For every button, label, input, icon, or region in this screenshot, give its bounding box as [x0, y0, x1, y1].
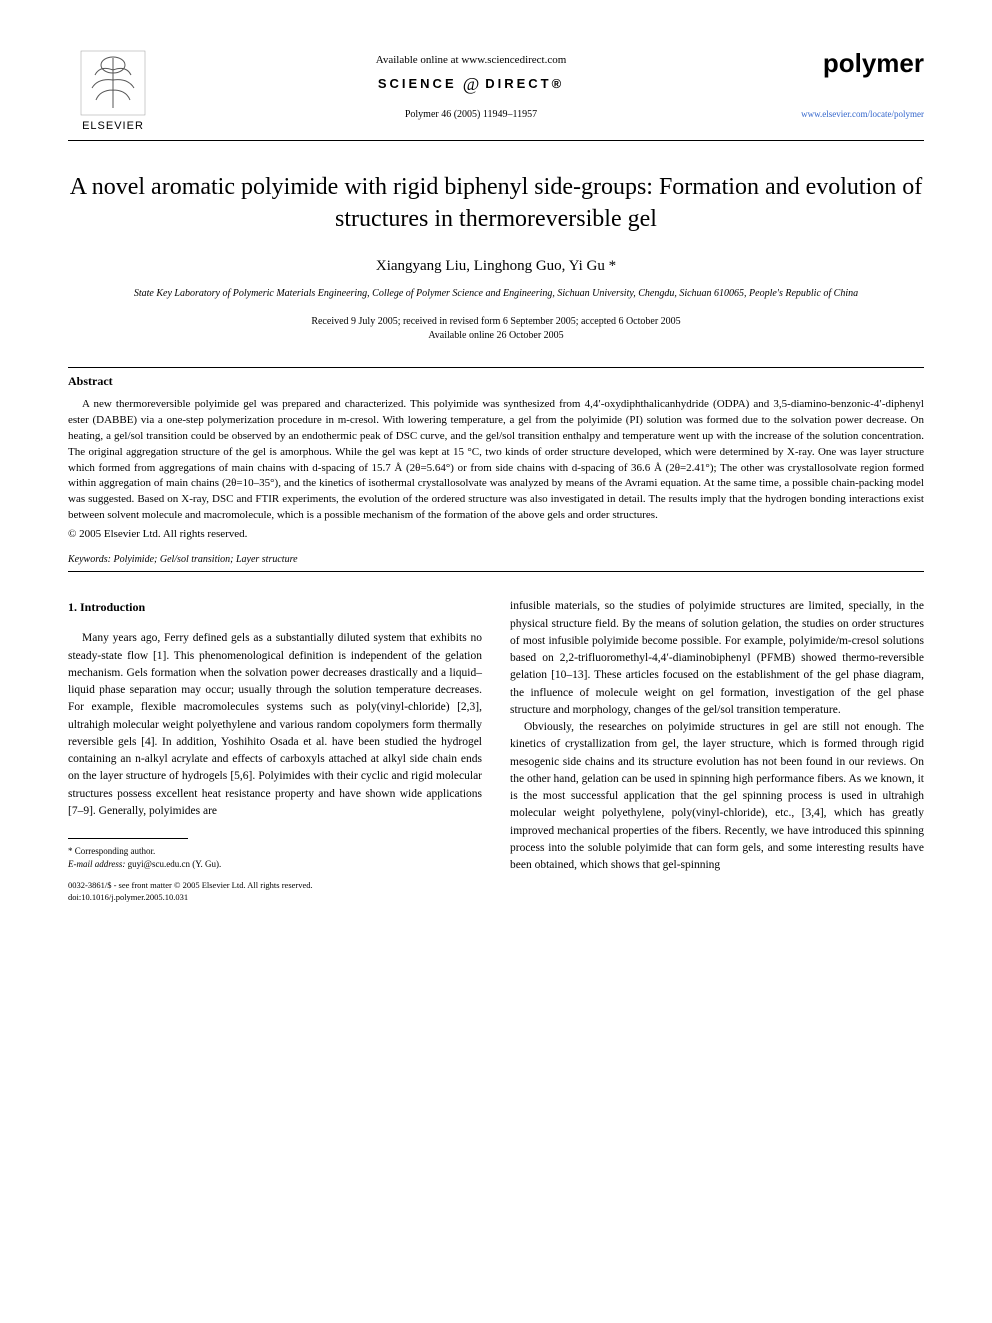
abstract-body: A new thermoreversible polyimide gel was…: [68, 397, 924, 525]
body-columns: 1. Introduction Many years ago, Ferry de…: [68, 598, 924, 904]
doi-block: 0032-3861/$ - see front matter © 2005 El…: [68, 880, 482, 904]
copyright-line: © 2005 Elsevier Ltd. All rights reserved…: [68, 528, 924, 540]
header-rule: [68, 140, 924, 141]
intro-paragraph-1: Many years ago, Ferry defined gels as a …: [68, 630, 482, 820]
keywords-label: Keywords:: [68, 554, 111, 565]
citation-line: Polymer 46 (2005) 11949–11957: [158, 109, 784, 120]
article-title: A novel aromatic polyimide with rigid bi…: [68, 171, 924, 236]
abstract-top-rule: [68, 367, 924, 368]
doi-line: doi:10.1016/j.polymer.2005.10.031: [68, 892, 482, 904]
sd-right: DIRECT®: [485, 76, 564, 91]
keywords-line: Keywords: Polyimide; Gel/sol transition;…: [68, 554, 924, 565]
intro-paragraph-3: Obviously, the researches on polyimide s…: [510, 719, 924, 874]
footnote-rule: [68, 838, 188, 839]
abstract-bottom-rule: [68, 571, 924, 572]
article-dates: Received 9 July 2005; received in revise…: [68, 315, 924, 343]
center-header: Available online at www.sciencedirect.co…: [158, 48, 784, 120]
authors-line: Xiangyang Liu, Linghong Guo, Yi Gu *: [68, 258, 924, 275]
available-online-text: Available online at www.sciencedirect.co…: [158, 54, 784, 66]
email-address: guyi@scu.edu.cn (Y. Gu).: [125, 859, 221, 869]
journal-url[interactable]: www.elsevier.com/locate/polymer: [784, 109, 924, 119]
elsevier-logo: ELSEVIER: [68, 48, 158, 132]
column-right: infusible materials, so the studies of p…: [510, 598, 924, 904]
online-date: Available online 26 October 2005: [68, 329, 924, 343]
affiliation: State Key Laboratory of Polymeric Materi…: [68, 287, 924, 301]
abstract-heading: Abstract: [68, 374, 924, 389]
corresponding-author-note: * Corresponding author.: [68, 845, 482, 858]
column-left: 1. Introduction Many years ago, Ferry de…: [68, 598, 482, 904]
science-direct-logo: SCIENCE @ DIRECT®: [158, 74, 784, 95]
page-header: ELSEVIER Available online at www.science…: [68, 48, 924, 132]
sd-at-icon: @: [463, 74, 480, 95]
email-line: E-mail address: guyi@scu.edu.cn (Y. Gu).: [68, 858, 482, 871]
elsevier-tree-icon: [78, 48, 148, 118]
issn-line: 0032-3861/$ - see front matter © 2005 El…: [68, 880, 482, 892]
sd-left: SCIENCE: [378, 76, 457, 91]
footnote-block: * Corresponding author. E-mail address: …: [68, 820, 482, 904]
journal-name: polymer: [784, 48, 924, 79]
intro-paragraph-2: infusible materials, so the studies of p…: [510, 598, 924, 719]
elsevier-label: ELSEVIER: [82, 120, 144, 132]
journal-url-link[interactable]: www.elsevier.com/locate/polymer: [801, 109, 924, 119]
received-date: Received 9 July 2005; received in revise…: [68, 315, 924, 329]
keywords-text: Polyimide; Gel/sol transition; Layer str…: [111, 554, 298, 565]
email-label: E-mail address:: [68, 859, 125, 869]
journal-logo-block: polymer www.elsevier.com/locate/polymer: [784, 48, 924, 119]
section-1-heading: 1. Introduction: [68, 598, 482, 616]
